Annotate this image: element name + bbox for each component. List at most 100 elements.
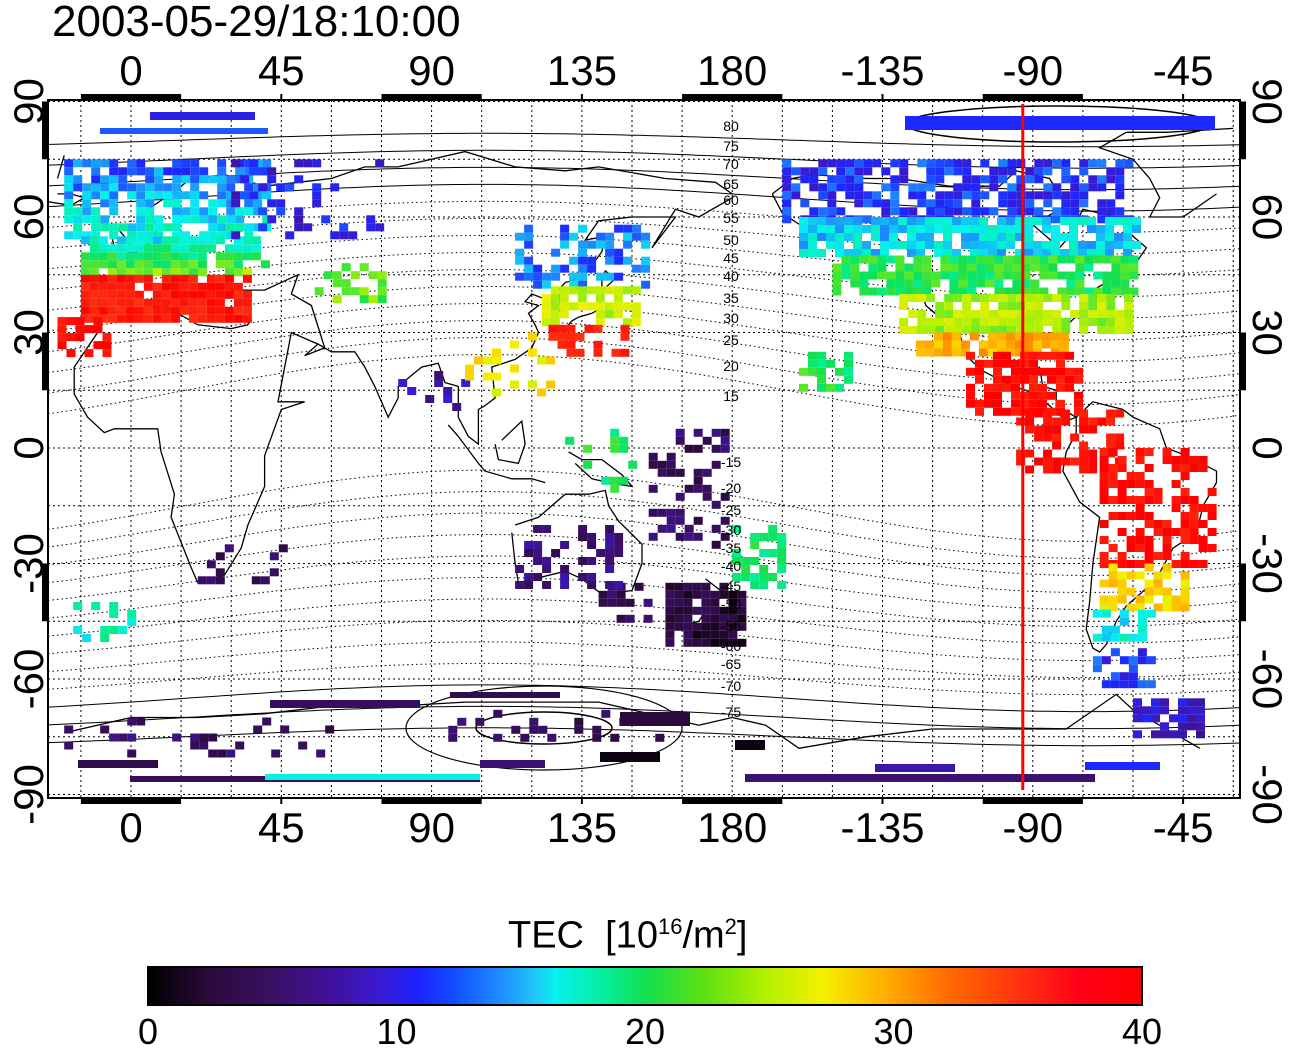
tec-cell xyxy=(976,255,986,264)
tec-cell xyxy=(569,280,579,289)
tec-cell xyxy=(826,383,835,392)
tec-cell xyxy=(267,215,277,224)
tec-cell xyxy=(835,249,844,257)
tec-cell xyxy=(890,175,900,184)
tec-cell xyxy=(267,199,277,208)
tec-cell xyxy=(107,290,117,299)
contour-label: -45 xyxy=(721,578,741,594)
tec-cell xyxy=(768,573,778,581)
tec-cell xyxy=(1119,633,1129,642)
tec-cell xyxy=(862,241,871,249)
tec-cell xyxy=(190,159,200,168)
tec-cell xyxy=(979,233,988,241)
tec-cell xyxy=(595,310,605,319)
tec-cell xyxy=(1012,287,1022,296)
tec-cell xyxy=(1196,698,1205,707)
tec-cell xyxy=(980,310,990,318)
tec-cell xyxy=(953,326,963,334)
tec-cell xyxy=(943,225,952,233)
tec-cell xyxy=(84,325,94,334)
tec-cell xyxy=(993,351,1002,360)
tec-cell xyxy=(574,725,584,734)
tec-cell xyxy=(1162,563,1172,572)
tec-cell xyxy=(998,159,1008,168)
tec-cell xyxy=(610,428,620,437)
tec-cell xyxy=(850,271,860,280)
tec-cell xyxy=(134,298,144,307)
tec-cell xyxy=(1066,279,1076,288)
tec-cell xyxy=(452,403,462,411)
tec-cell xyxy=(835,383,844,392)
tec-cell xyxy=(917,191,927,200)
tec-cell xyxy=(231,159,241,168)
tec-cell xyxy=(1070,310,1080,318)
tec-cell xyxy=(962,326,972,334)
tec-cell xyxy=(524,264,534,273)
tec-cell xyxy=(619,444,629,453)
tec-cell xyxy=(127,223,137,232)
tec-cell xyxy=(926,175,936,184)
tec-cell xyxy=(1146,680,1156,689)
tec-cell xyxy=(1025,318,1035,326)
tec-cell xyxy=(170,306,180,315)
tec-cell xyxy=(215,252,225,261)
tec-cell xyxy=(524,549,534,557)
tec-cell xyxy=(66,349,76,358)
tec-cell xyxy=(1097,302,1107,310)
tec-cell xyxy=(1079,294,1089,302)
tec-cell xyxy=(100,215,110,224)
tec-cell xyxy=(732,573,742,581)
tec-cell xyxy=(1070,457,1080,466)
tec-cell xyxy=(693,484,703,493)
tec-cell xyxy=(926,326,936,334)
tec-cell xyxy=(1099,520,1109,528)
tec-cell xyxy=(728,590,738,599)
tec-cell xyxy=(366,223,376,232)
tec-cell xyxy=(850,279,860,288)
tec-cell xyxy=(578,533,588,541)
tec-cell xyxy=(596,549,606,557)
tec-cell xyxy=(989,207,999,216)
tec-cell xyxy=(1034,294,1044,302)
tec-cell xyxy=(118,167,128,176)
tec-band xyxy=(150,112,255,120)
contour-labels: 8075706560555045403530252015-15-20-25-30… xyxy=(721,118,741,720)
tec-cell xyxy=(1088,318,1098,326)
contour-label: -25 xyxy=(721,502,741,518)
tec-cell xyxy=(529,717,539,726)
tec-cell xyxy=(871,249,880,257)
tec-cell xyxy=(197,298,207,307)
tec-cell xyxy=(853,249,862,257)
tec-cell xyxy=(1061,409,1071,418)
tec-cell xyxy=(683,598,693,607)
tec-cell xyxy=(940,255,950,264)
tec-cell xyxy=(199,215,209,224)
tec-cell xyxy=(1115,409,1125,418)
tec-cell xyxy=(1066,271,1076,280)
tec-cell xyxy=(170,268,180,277)
tec-cell xyxy=(1128,656,1138,665)
tec-cell xyxy=(1106,207,1116,216)
tec-cell xyxy=(1074,407,1083,416)
tec-cell xyxy=(1114,217,1123,225)
tec-cell xyxy=(136,207,146,216)
tec-cell xyxy=(587,264,597,273)
tec-cell xyxy=(953,207,963,216)
tec-cell xyxy=(233,252,243,261)
tec-cell xyxy=(1162,587,1172,596)
tec-cell xyxy=(1052,294,1062,302)
tec-cell xyxy=(827,175,837,184)
tec-cell xyxy=(899,318,909,326)
tec-cell xyxy=(443,387,453,395)
tec-cell xyxy=(841,263,851,272)
tec-cell xyxy=(1105,241,1114,249)
colorbar-tick-label: 40 xyxy=(1121,1011,1163,1052)
tec-cell xyxy=(206,236,216,245)
tec-cell xyxy=(118,626,128,634)
tec-cell xyxy=(953,318,963,326)
tec-cell xyxy=(134,314,144,323)
tec-cell xyxy=(199,175,209,184)
tec-cell xyxy=(720,428,730,437)
tec-cell xyxy=(145,223,155,232)
tec-cell xyxy=(962,159,972,168)
